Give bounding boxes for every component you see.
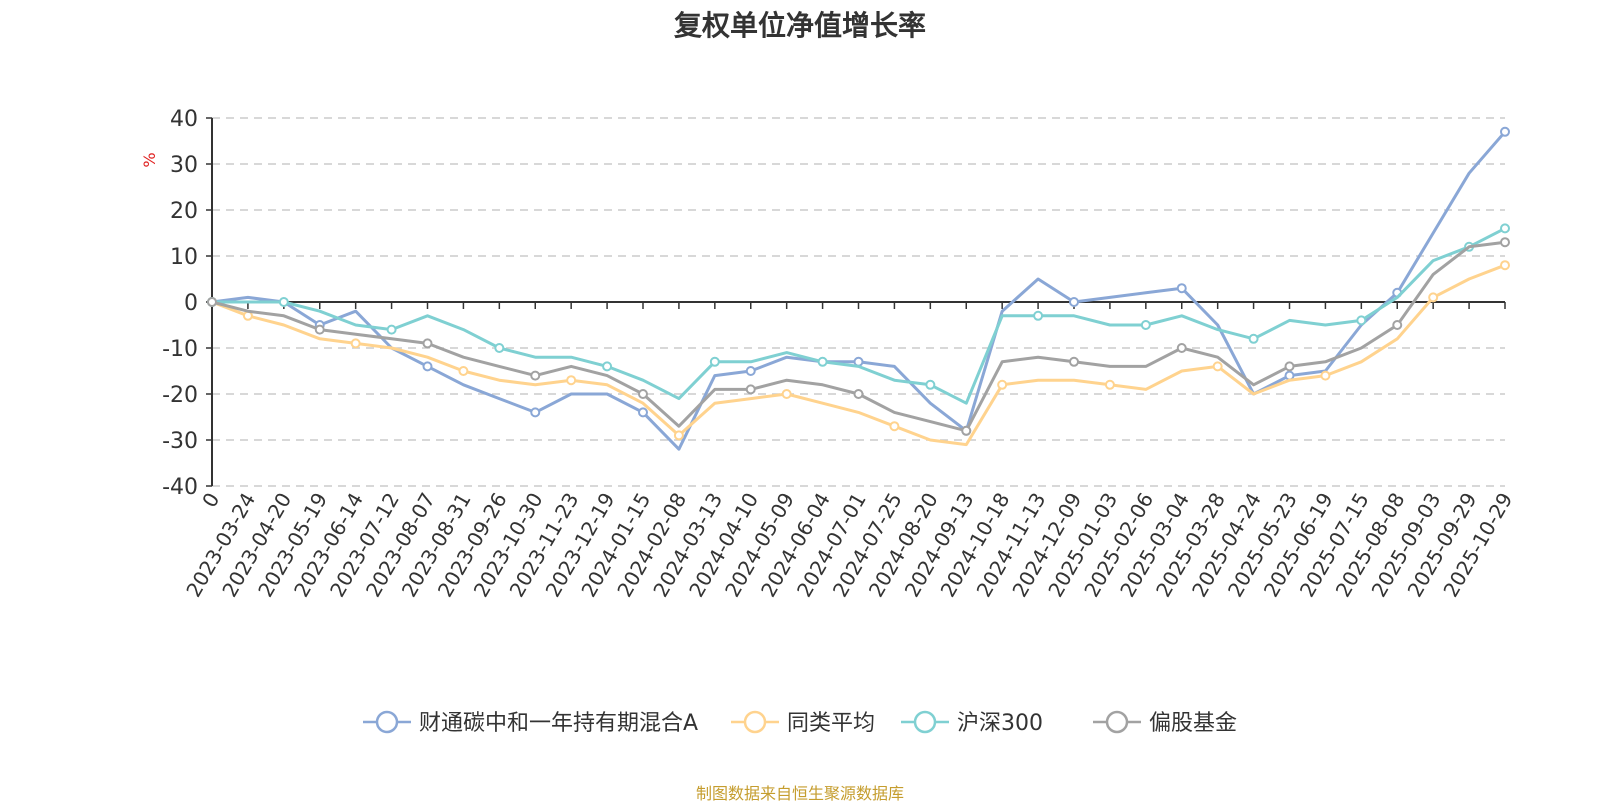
- y-tick-label: -30: [162, 429, 198, 454]
- series-2-point: [1033, 310, 1044, 321]
- legend-label: 财通碳中和一年持有期混合A: [419, 711, 698, 736]
- series-1-point: [566, 375, 577, 386]
- series-0-point: [638, 407, 648, 418]
- series-line-3: [211, 240, 1506, 433]
- legend-label: 偏股基金: [1149, 711, 1237, 736]
- legend-label: 沪深300: [957, 711, 1043, 736]
- series-2-point: [1248, 333, 1259, 344]
- y-tick-label: -10: [162, 337, 198, 362]
- source-note: 制图数据来自恒生聚源数据库: [695, 784, 904, 803]
- series-2-point: [709, 356, 720, 367]
- series-3-point: [530, 370, 541, 381]
- series-3-point: [638, 389, 648, 399]
- series-1-point: [458, 366, 469, 376]
- series-2-point: [278, 297, 289, 307]
- series-1-point: [781, 389, 792, 399]
- series-2-point: [1500, 223, 1510, 234]
- series-0-point: [530, 407, 541, 418]
- series-1-point: [673, 430, 684, 441]
- series-1-point: [1320, 370, 1331, 381]
- y-tick-label: 10: [170, 245, 198, 270]
- y-tick-label: 20: [170, 199, 198, 224]
- chart-title: 复权单位净值增长率: [673, 9, 926, 42]
- legend-label: 同类平均: [787, 711, 875, 736]
- series-3-point: [1500, 237, 1510, 248]
- series-line-2: [212, 227, 1506, 405]
- series-3-point: [745, 384, 756, 395]
- series-3-point: [853, 389, 864, 399]
- series-0-point: [1069, 297, 1079, 307]
- series-1-point: [1500, 260, 1510, 271]
- legend-marker-icon: [743, 710, 767, 734]
- y-tick-label: -20: [162, 383, 198, 408]
- series-3-point: [207, 297, 217, 307]
- series-3-point: [314, 324, 325, 335]
- series-2-point: [1140, 320, 1151, 330]
- series-line-1: [211, 263, 1506, 447]
- legend-item-3: 偏股基金: [1093, 710, 1237, 736]
- series-2-point: [925, 379, 936, 390]
- y-tick-label: 30: [170, 153, 198, 178]
- series-0-point: [1500, 126, 1510, 137]
- legend-marker-icon: [913, 710, 937, 734]
- y-axis-unit: %: [140, 152, 159, 167]
- series-3-point: [1392, 320, 1403, 330]
- y-tick-label: -40: [162, 475, 198, 500]
- series-line-0: [211, 130, 1507, 451]
- legend-item-0: 财通碳中和一年持有期混合A: [363, 710, 698, 736]
- series-1-point: [350, 338, 361, 349]
- series-3-point: [1284, 361, 1295, 372]
- series-1-point: [997, 379, 1008, 390]
- series-1-point: [1428, 292, 1439, 303]
- legend-marker-icon: [375, 710, 399, 734]
- series-3-point: [961, 425, 972, 436]
- legend-marker-icon: [1105, 710, 1129, 734]
- series-0-point: [422, 361, 433, 372]
- series-2-point: [386, 324, 397, 335]
- series-3-point: [1176, 343, 1187, 353]
- series-2-point: [1356, 315, 1367, 326]
- y-tick-label: 0: [184, 291, 198, 316]
- x-tick-label: 0: [197, 489, 224, 512]
- series-1-point: [1104, 379, 1115, 390]
- series-2-point: [602, 361, 613, 372]
- series-1-point: [1212, 361, 1223, 372]
- series-0-point: [1176, 283, 1187, 294]
- series-3-point: [422, 338, 433, 349]
- legend-item-2: 沪深300: [901, 710, 1043, 736]
- series-1-point: [889, 421, 900, 432]
- legend-item-1: 同类平均: [731, 710, 875, 736]
- y-tick-label: 40: [170, 107, 198, 132]
- series-2-point: [494, 343, 505, 353]
- series-2-point: [817, 356, 828, 367]
- series-0-point: [745, 366, 756, 376]
- series-3-point: [1069, 356, 1079, 367]
